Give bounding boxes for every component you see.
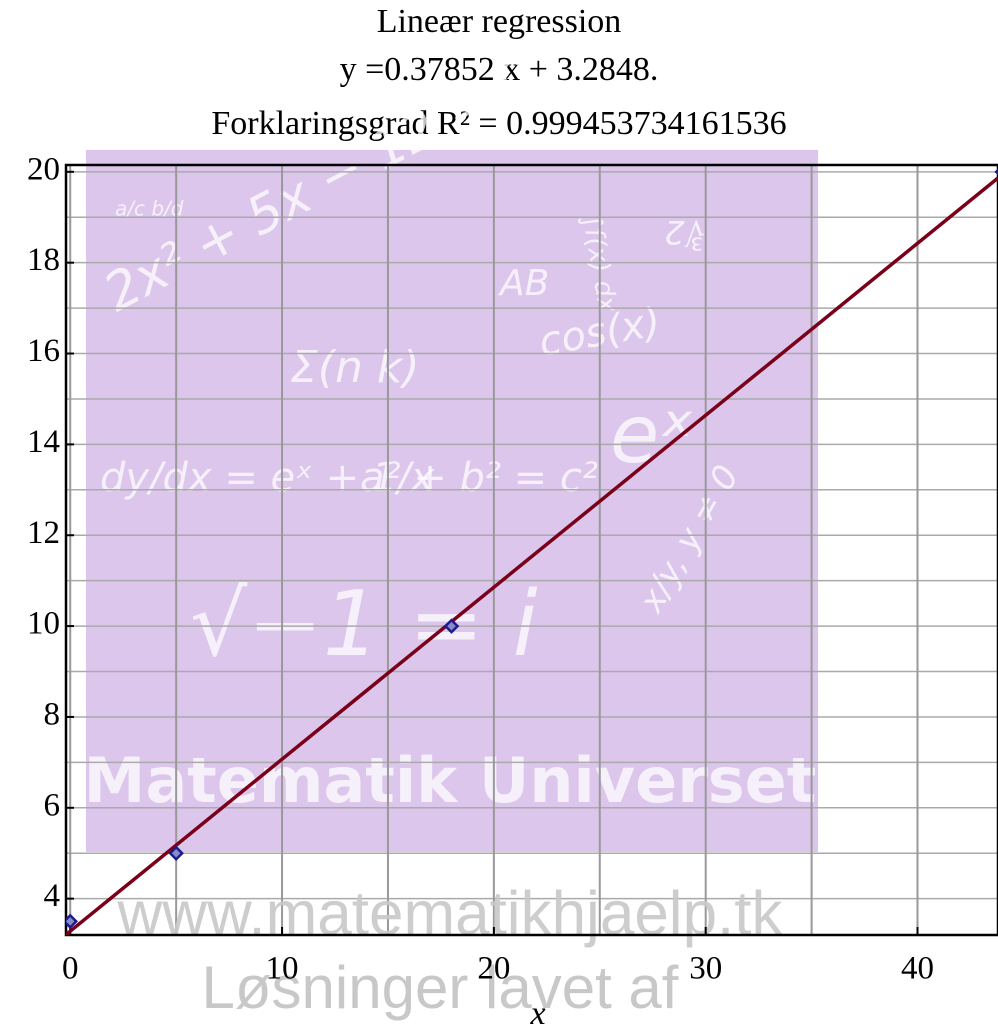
y-tick-label: 16 — [27, 333, 60, 369]
x-tick-label: 10 — [266, 951, 299, 987]
y-tick-label: 10 — [27, 606, 60, 642]
x-tick-label: 0 — [62, 951, 79, 987]
x-tick-label: 30 — [689, 951, 722, 987]
y-tick-label: 8 — [44, 697, 61, 733]
y-tick-label: 12 — [27, 515, 60, 551]
y-tick-label: 20 — [27, 151, 60, 187]
watermark-formula: Σ(n k) — [290, 342, 420, 393]
watermark-url: www.matematikhjaelp.tk — [116, 879, 783, 948]
x-tick-label: 40 — [901, 951, 934, 987]
y-tick-label: 4 — [44, 878, 61, 914]
x-tick-label: 20 — [477, 951, 510, 987]
watermark-formula: a² + b² = c² — [360, 455, 598, 501]
y-tick-label: 6 — [44, 787, 61, 823]
y-tick-label: 18 — [27, 242, 60, 278]
chart-title: Lineær regression — [377, 3, 622, 40]
watermark-formula: AB — [498, 263, 549, 304]
watermark-formula: √−1 = i — [190, 572, 538, 677]
y-tick-label: 14 — [27, 424, 60, 460]
watermark-formula: ∛2 — [664, 213, 705, 251]
chart: Lineær regression y =0.37852 x + 3.2848.… — [0, 0, 998, 1030]
